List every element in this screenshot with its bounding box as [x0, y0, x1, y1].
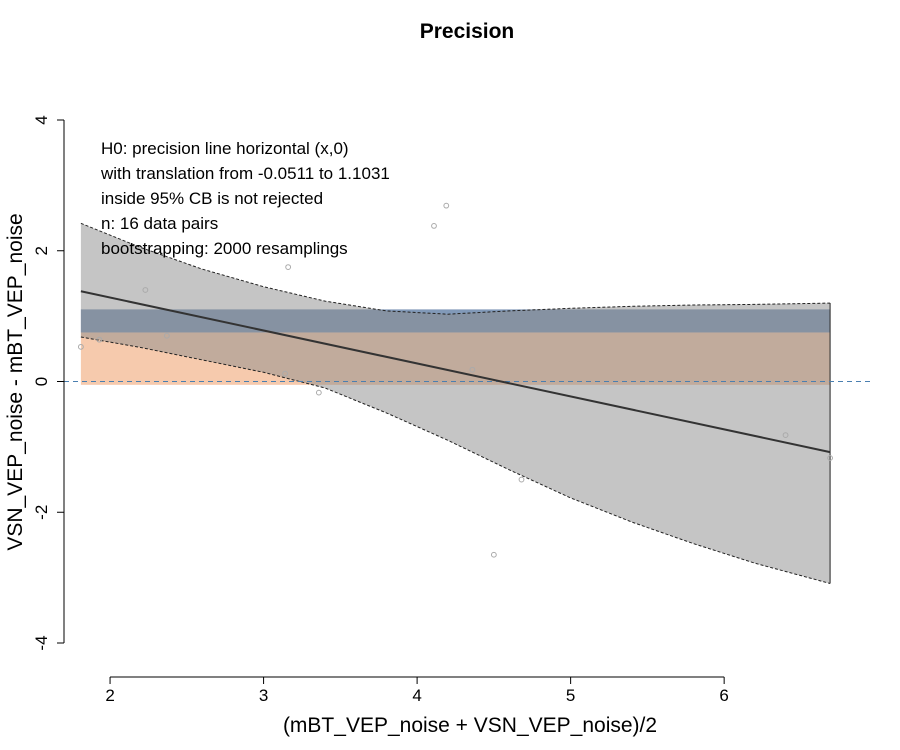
annotation-line-3: inside 95% CB is not rejected: [101, 189, 323, 208]
annotation-line-4: n: 16 data pairs: [101, 214, 218, 233]
data-point-2: [96, 336, 103, 343]
y-tick-label-3: 0: [32, 377, 51, 386]
y-tick-label-5: 4: [32, 115, 51, 124]
x-tick-label-4: 5: [566, 686, 575, 705]
confidence-band-upper-edge: [80, 222, 831, 315]
annotation-line-5: bootstrapping: 2000 resamplings: [101, 239, 348, 258]
data-point-10: [469, 366, 476, 373]
data-point-11: [490, 551, 497, 558]
data-point-12: [518, 476, 525, 483]
annotation-line-1: H0: precision line horizontal (x,0): [101, 139, 349, 158]
y-tick-label-1: -4: [32, 635, 51, 650]
data-point-14: [827, 455, 833, 461]
data-point-13: [782, 432, 789, 439]
x-axis-label: (mBT_VEP_noise + VSN_VEP_noise)/2: [283, 714, 657, 737]
data-point-7: [315, 389, 322, 396]
chart-title: Precision: [420, 20, 515, 43]
data-point-6: [285, 264, 292, 270]
x-tick-label-2: 3: [259, 686, 268, 705]
x-tick-label-1: 2: [105, 686, 114, 705]
data-point-4: [163, 332, 170, 339]
y-tick-label-2: -2: [32, 505, 51, 520]
data-point-5: [282, 370, 288, 377]
x-tick-label-5: 6: [719, 686, 728, 705]
y-axis-label: VSN_VEP_noise - mBT_VEP_noise: [4, 213, 27, 550]
data-point-8: [431, 223, 437, 229]
annotation-line-2: with translation from -0.0511 to 1.1031: [100, 164, 390, 183]
plot-area: -4 -2 0 2 4 2 3 4 5 6: [32, 115, 870, 705]
annotation-block: H0: precision line horizontal (x,0) with …: [100, 139, 390, 258]
confidence-band: [80, 223, 831, 584]
confidence-band-lower-edge: [80, 336, 831, 584]
data-point-3: [142, 287, 149, 293]
x-tick-label-3: 4: [412, 686, 421, 705]
y-tick-label-4: 2: [32, 246, 51, 255]
data-point-9: [443, 202, 450, 209]
regression-line: [80, 290, 831, 454]
data-point-1: [77, 343, 84, 350]
